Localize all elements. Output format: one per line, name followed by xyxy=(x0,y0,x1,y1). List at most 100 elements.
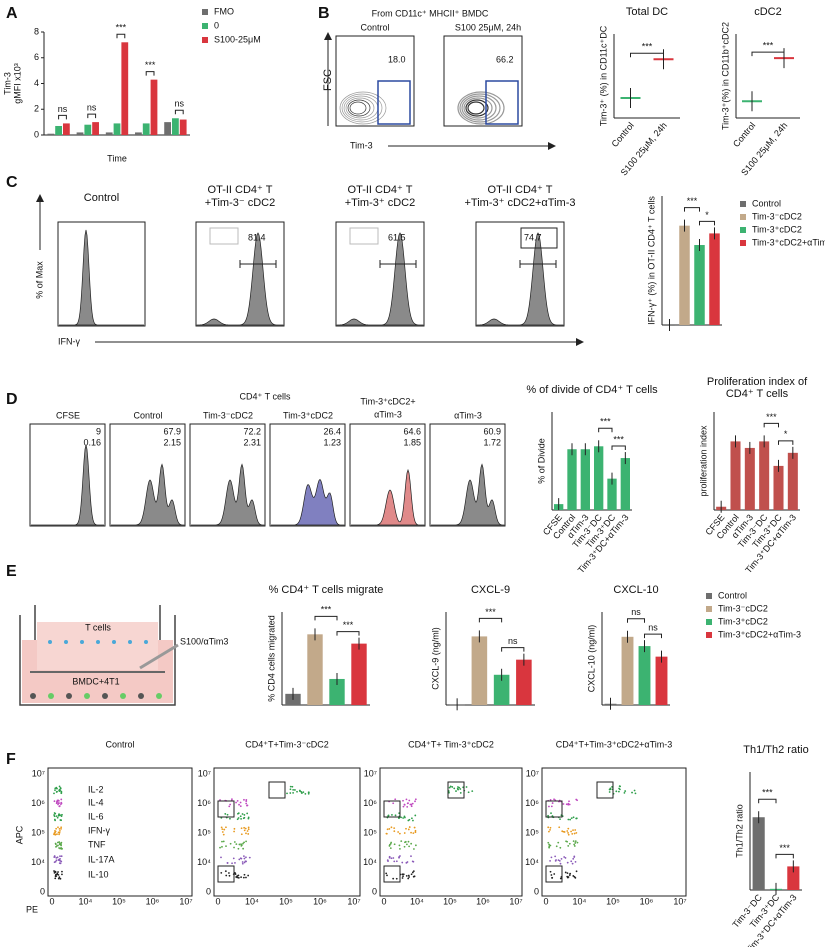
event-dot xyxy=(567,833,570,836)
event-dot xyxy=(574,829,577,831)
x-tick-label: 10⁶ xyxy=(313,896,327,906)
event-dot xyxy=(549,844,552,847)
event-dot xyxy=(551,876,554,879)
bar xyxy=(744,447,755,510)
contour xyxy=(465,99,489,117)
event-dot xyxy=(247,833,250,835)
event-dot xyxy=(386,874,388,877)
annotation: *** xyxy=(687,196,698,206)
event-dot xyxy=(58,813,60,816)
histogram xyxy=(31,444,104,526)
y-tick-label: 6 xyxy=(34,52,39,62)
annotation: *** xyxy=(116,23,127,33)
population-label: IL-4 xyxy=(88,797,104,807)
event-dot xyxy=(307,792,310,795)
event-dot xyxy=(573,832,576,835)
event-dot xyxy=(243,857,246,860)
bar xyxy=(493,674,510,705)
chart-title: CD4⁺ T cells xyxy=(726,388,789,400)
bracket xyxy=(611,445,626,451)
event-dot xyxy=(226,813,229,816)
event-dot xyxy=(57,844,59,847)
bar xyxy=(307,634,323,705)
event-dot xyxy=(247,874,250,877)
event-dot xyxy=(302,791,305,794)
event-dot xyxy=(414,798,417,801)
event-dot xyxy=(53,870,55,872)
event-dot xyxy=(550,812,552,815)
bar xyxy=(621,636,634,705)
event-dot xyxy=(393,827,396,830)
event-dot xyxy=(56,790,58,793)
event-dot xyxy=(564,871,567,874)
event-dot xyxy=(53,814,55,816)
y-tick-label: 0 xyxy=(206,886,211,896)
event-dot xyxy=(386,828,389,831)
event-dot xyxy=(413,826,416,829)
flow-label: +Tim-3⁺ cDC2 xyxy=(345,197,416,209)
arrowhead xyxy=(324,32,332,40)
event-dot xyxy=(56,816,59,819)
event-dot xyxy=(225,826,227,829)
annotation: ns xyxy=(87,103,97,113)
bracket xyxy=(644,633,662,639)
flow-plot xyxy=(443,35,523,127)
bar xyxy=(172,118,179,135)
event-dot xyxy=(223,828,226,831)
event-dot xyxy=(388,828,391,830)
contour xyxy=(345,97,375,119)
event-dot xyxy=(405,827,407,830)
y-tick-label: 10⁵ xyxy=(197,827,211,837)
event-dot xyxy=(413,848,415,850)
flow-label: Control xyxy=(105,739,134,749)
y-axis-label: % CD4 cells migrated xyxy=(266,615,276,702)
event-dot xyxy=(229,842,232,845)
arrowhead xyxy=(576,338,584,346)
x-tick-label: 10⁶ xyxy=(146,896,160,906)
flow-label: Tim-3⁺cDC2+ xyxy=(360,396,415,406)
event-dot xyxy=(414,800,416,803)
event-dot xyxy=(61,813,63,816)
bracket xyxy=(336,631,360,636)
bracket xyxy=(87,113,97,119)
event-dot xyxy=(399,855,401,857)
annotation: ns xyxy=(508,636,518,646)
x-tick-label: 10⁴ xyxy=(79,896,93,906)
event-dot xyxy=(60,855,63,858)
event-dot xyxy=(289,792,292,794)
y-tick-label: 10⁵ xyxy=(363,827,377,837)
event-dot xyxy=(60,790,63,793)
gate xyxy=(217,865,235,883)
event-dot xyxy=(570,830,573,833)
gate-value: 18.0 xyxy=(388,54,406,64)
y-tick-label: 4 xyxy=(34,78,39,88)
event-dot xyxy=(553,798,555,801)
event-dot xyxy=(448,791,450,794)
x-tick-label: 10⁷ xyxy=(509,896,522,906)
event-dot xyxy=(241,861,244,863)
bar xyxy=(76,132,84,135)
event-dot xyxy=(569,818,572,821)
event-dot xyxy=(238,803,240,806)
event-dot xyxy=(394,798,397,801)
event-dot xyxy=(54,789,56,792)
bracket xyxy=(778,440,794,445)
event-dot xyxy=(575,870,578,873)
event-dot xyxy=(414,814,417,817)
legend-label: Tim-3⁺cDC2+αTim-3 xyxy=(752,237,825,247)
event-dot xyxy=(567,832,569,834)
event-dot xyxy=(55,815,58,818)
event-dot xyxy=(233,841,236,843)
event-dot xyxy=(221,845,223,848)
event-dot xyxy=(61,870,63,873)
flow-label: Tim-3⁻cDC2 xyxy=(203,410,253,420)
event-dot xyxy=(400,816,403,819)
event-dot xyxy=(565,803,568,806)
gate-value: 1.85 xyxy=(403,437,421,447)
y-axis-label: Th1/Th2 ratio xyxy=(734,804,744,858)
event-dot xyxy=(410,873,413,876)
bar xyxy=(709,233,720,325)
flow-label: OT-II CD4⁺ T xyxy=(348,184,413,196)
bar xyxy=(567,449,577,510)
